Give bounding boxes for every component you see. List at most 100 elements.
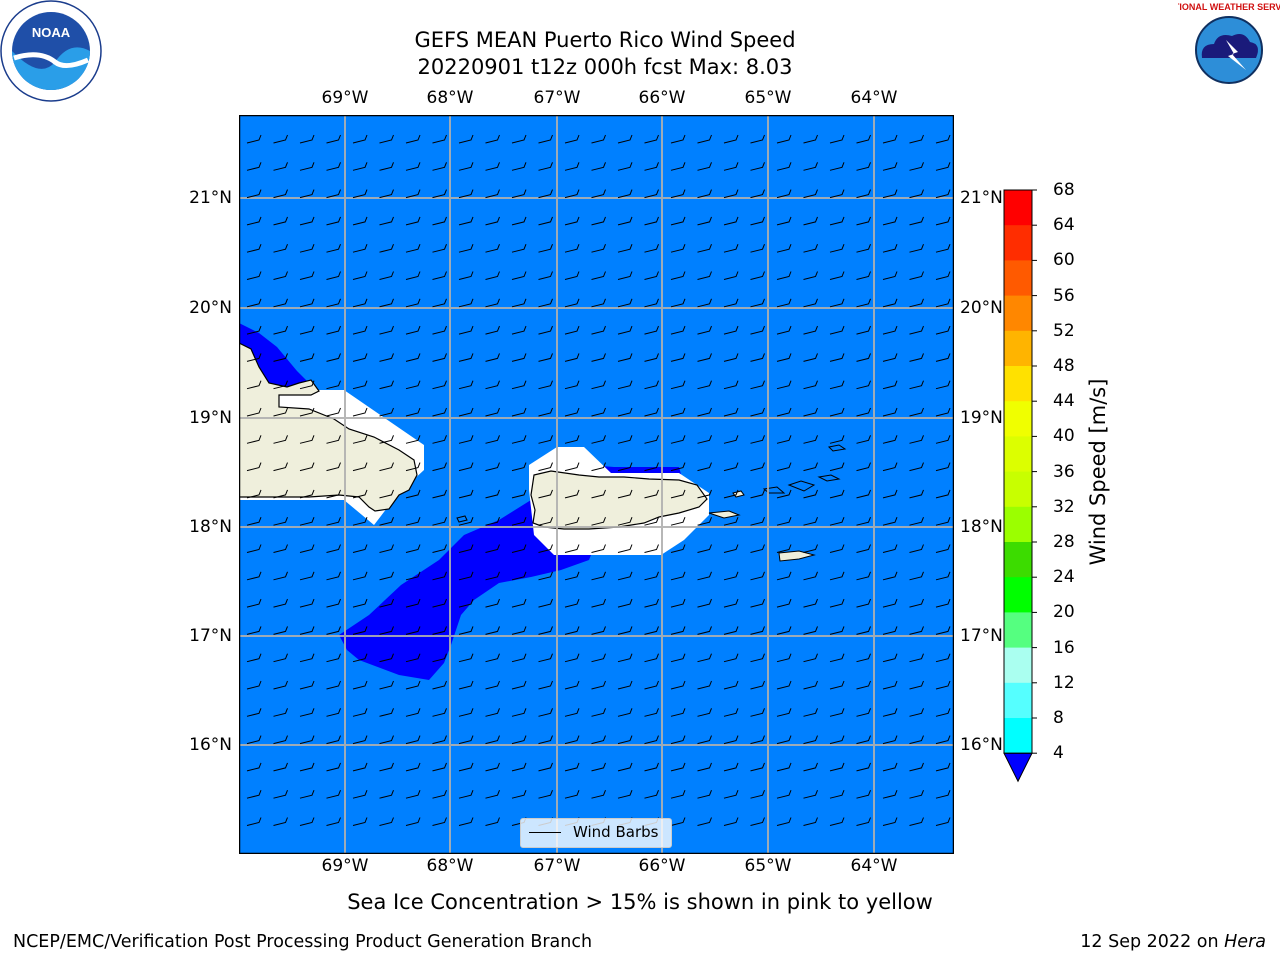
wind-barb [670,162,686,171]
wind-barb [882,735,898,745]
wind-barb [829,244,845,253]
wind-barb [511,271,527,280]
wind-barb [591,189,606,199]
wind-barb [723,790,739,799]
wind-barb [299,353,315,362]
wind-barb [644,353,659,362]
wind-barb [564,134,580,144]
wind-barb [670,735,686,745]
wind-barb [379,708,394,717]
lon-label-top: 69°W [321,88,369,108]
wind-barb [299,462,315,472]
colorbar-under-arrow [1003,752,1033,783]
wind-barb [273,817,288,826]
wind-barb [882,489,898,499]
wind-barb [856,571,871,581]
wind-barb [882,435,898,444]
wind-barb [803,489,818,499]
wind-barb [458,708,474,717]
colorbar-tick-label: 32 [1053,496,1075,517]
colorbar-segment [1004,436,1032,473]
wind-barb [352,462,368,472]
wind-barb [432,462,447,472]
wind-barb [405,162,421,171]
wind-barb [617,380,633,390]
lat-label-left: 19°N [189,408,232,428]
wind-barb [670,380,686,390]
wind-barb [246,353,262,362]
wind-barb [432,653,447,663]
wind-barb [432,380,447,390]
wind-barb [591,407,606,417]
wind-barb [617,571,633,581]
wind-barb [776,189,792,199]
lon-label-top: 68°W [426,88,474,108]
wind-barb [511,790,527,799]
chart-title: GEFS MEAN Puerto Rico Wind Speed [414,28,796,52]
wind-barb [485,298,500,308]
wind-barb [538,189,553,199]
island-vieques [708,510,741,519]
wind-barb [326,680,341,690]
colorbar-tick-label: 4 [1053,743,1064,764]
wind-barb [829,817,845,826]
wind-barb [299,325,315,335]
wind-barb [246,653,262,663]
wind-barb [511,244,527,253]
wind-barb [617,762,633,772]
wind-barb [432,708,447,717]
wind-barb [379,216,394,226]
wind-barb [644,790,659,799]
wind-barb [750,571,765,581]
wind-barb [776,653,792,663]
wind-barb [326,735,341,745]
wind-barb [909,708,924,717]
wind-barb [352,790,368,799]
wind-barb [723,762,739,772]
wind-barb [617,790,633,799]
colorbar-segment [1004,647,1032,684]
wind-barb [644,680,659,690]
wind-barb [829,598,845,608]
wind-barb [882,407,898,417]
wind-barb [564,598,580,608]
wind-barb [935,162,951,171]
wind-barb [379,462,394,472]
wind-barb [882,462,898,472]
wind-barb [750,790,765,799]
wind-barb [485,407,500,417]
wind-barb [591,626,606,635]
wind-barb [326,626,341,635]
wind-barb [458,517,474,526]
wind-barb [564,653,580,663]
wind-barb [458,680,474,690]
wind-barb [697,162,712,171]
wind-barb [697,735,712,745]
wind-barb [856,380,871,390]
wind-barb [723,271,739,280]
wind-barb [750,462,765,472]
wind-barb [882,762,898,772]
wind-barb [273,380,288,390]
wind-barb [326,489,341,499]
wind-barb [829,134,845,144]
wind-barb [750,489,765,499]
wind-barb [644,598,659,608]
wind-barb [617,462,633,472]
wind-barb [432,489,447,499]
wind-barb [591,544,606,553]
wind-barb [246,790,262,799]
wind-barb [246,544,262,553]
wind-barb [617,735,633,745]
wind-barb [856,407,871,417]
wind-barb [909,353,924,362]
lon-label-bottom: 68°W [426,856,474,876]
wind-barb [273,407,288,417]
wind-barb [299,680,315,690]
wind-barb [591,489,606,499]
wind-barb [352,517,368,526]
wind-barb [723,735,739,745]
wind-barb [697,189,712,199]
wind-barb [564,762,580,772]
wind-barb [776,435,792,444]
